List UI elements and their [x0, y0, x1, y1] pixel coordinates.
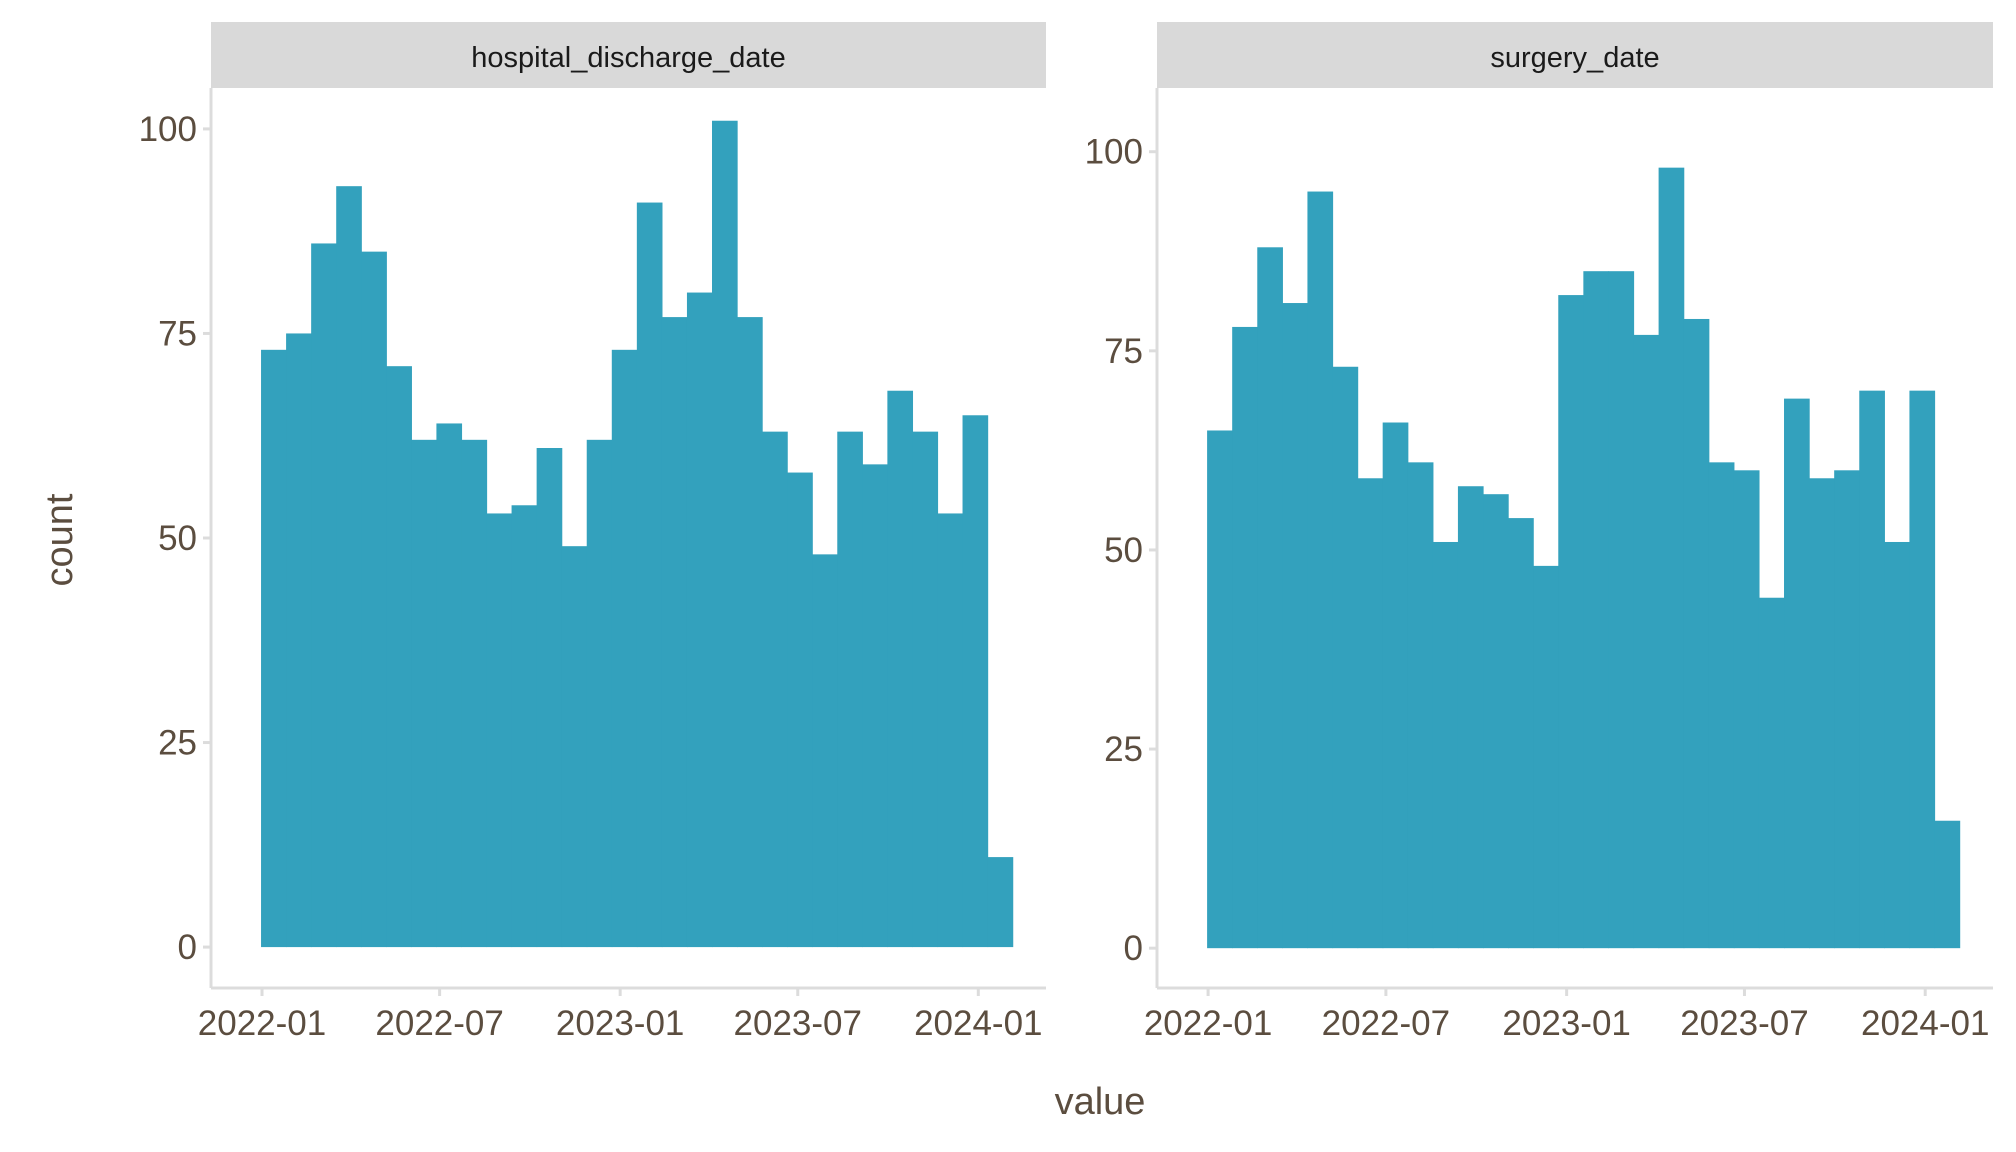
- histogram-bar: [661, 317, 688, 948]
- histogram-bar: [586, 439, 613, 948]
- y-tick-label: 0: [1124, 929, 1143, 968]
- y-axis-title: count: [39, 493, 81, 586]
- x-tick-label: 2024-01: [914, 1004, 1042, 1043]
- histogram-bar: [1332, 366, 1359, 949]
- y-tick-label: 50: [1104, 531, 1143, 570]
- histogram-bar: [737, 317, 763, 948]
- histogram-bar: [937, 513, 964, 948]
- histogram-bar: [1784, 398, 1810, 949]
- histogram-bar: [1909, 390, 1936, 949]
- x-tick-label: 2023-07: [734, 1004, 862, 1043]
- histogram-bar: [1558, 295, 1584, 949]
- histogram-bar: [837, 431, 863, 948]
- y-tick-label: 50: [158, 519, 197, 558]
- histogram-bar: [1457, 486, 1484, 949]
- x-tick-label: 2022-07: [375, 1004, 503, 1043]
- histogram-bar: [1382, 422, 1409, 949]
- histogram-bar: [1357, 478, 1384, 949]
- panel-2: surgery_date 0 25 50 75 100 2022-01 2022-07 2023…: [1085, 22, 1993, 1043]
- histogram-bar: [712, 120, 738, 948]
- facet-strip-label: surgery_date: [1490, 42, 1659, 74]
- histogram-bar: [336, 186, 362, 948]
- y-tick-label: 75: [158, 314, 197, 353]
- histogram-bar: [1257, 247, 1283, 949]
- y-tick-label: 25: [158, 724, 197, 763]
- histogram-bar: [536, 448, 563, 948]
- histogram-bar: [987, 857, 1014, 948]
- histogram-bar: [311, 243, 337, 948]
- histogram-bar: [1282, 303, 1309, 949]
- histogram-bar: [636, 202, 663, 948]
- histogram-bar: [1633, 334, 1660, 949]
- histogram-bar: [461, 439, 488, 948]
- histogram-bar: [361, 251, 387, 948]
- histogram-bar: [787, 472, 813, 948]
- histogram-bar: [386, 366, 412, 948]
- histogram-bar: [1608, 271, 1635, 949]
- histogram-bar: [1432, 541, 1459, 949]
- y-tick-label: 100: [139, 110, 197, 149]
- histogram-bar: [1859, 390, 1885, 949]
- histogram-bar: [1708, 462, 1735, 949]
- histogram-bar: [1583, 271, 1610, 949]
- histogram-bar: [962, 415, 989, 948]
- histogram-bar: [561, 546, 588, 948]
- x-tick-label: 2022-07: [1322, 1004, 1450, 1043]
- y-tick-label: 25: [1104, 730, 1143, 769]
- x-tick-label: 2024-01: [1861, 1004, 1989, 1043]
- histogram-bar: [686, 292, 713, 948]
- histogram-bar: [286, 333, 312, 948]
- facet-strip: [1157, 22, 1993, 88]
- histogram-bar: [1232, 326, 1258, 949]
- histogram-bar: [1658, 167, 1685, 949]
- x-axis-title: value: [1055, 1081, 1146, 1123]
- facet-strip: [211, 22, 1046, 88]
- histogram-bar: [486, 513, 513, 948]
- histogram-bar: [1934, 820, 1961, 949]
- y-tick-label: 100: [1085, 133, 1143, 172]
- x-tick-label: 2022-01: [198, 1004, 326, 1043]
- x-tick-label: 2023-01: [1502, 1004, 1630, 1043]
- y-tick-label: 0: [178, 928, 197, 967]
- x-tick-label: 2023-01: [556, 1004, 684, 1043]
- histogram-bar: [511, 505, 538, 948]
- histogram-bar: [1834, 470, 1860, 949]
- histogram-bar: [1758, 597, 1785, 949]
- histogram-bar: [411, 439, 438, 948]
- x-tick-label: 2022-01: [1144, 1004, 1272, 1043]
- histogram-bar: [1733, 470, 1760, 949]
- histogram-bar: [1207, 430, 1233, 949]
- histogram-bar: [1884, 541, 1911, 949]
- y-tick-label: 75: [1104, 332, 1143, 371]
- panel-1: hospital_discharge_date 0 25 50 75 100 2022-01…: [139, 22, 1046, 1043]
- x-tick-label: 2023-07: [1680, 1004, 1808, 1043]
- facet-strip-label: hospital_discharge_date: [471, 42, 785, 74]
- histogram-bar: [261, 349, 287, 948]
- histogram-bar: [1307, 191, 1334, 949]
- histogram-bar: [1508, 518, 1534, 949]
- histogram-bar: [1683, 318, 1710, 949]
- histogram-bar: [862, 464, 888, 948]
- histogram-bar: [436, 423, 463, 948]
- histogram-bar: [1483, 494, 1509, 949]
- histogram-bar: [762, 431, 788, 948]
- histogram-bar: [1809, 478, 1835, 949]
- histogram-bar: [812, 554, 838, 948]
- histogram-bar: [1533, 565, 1559, 949]
- histogram-bar: [912, 431, 939, 948]
- histogram-bar: [611, 349, 638, 948]
- histogram-bar: [1407, 462, 1434, 949]
- histogram-bar: [887, 390, 914, 948]
